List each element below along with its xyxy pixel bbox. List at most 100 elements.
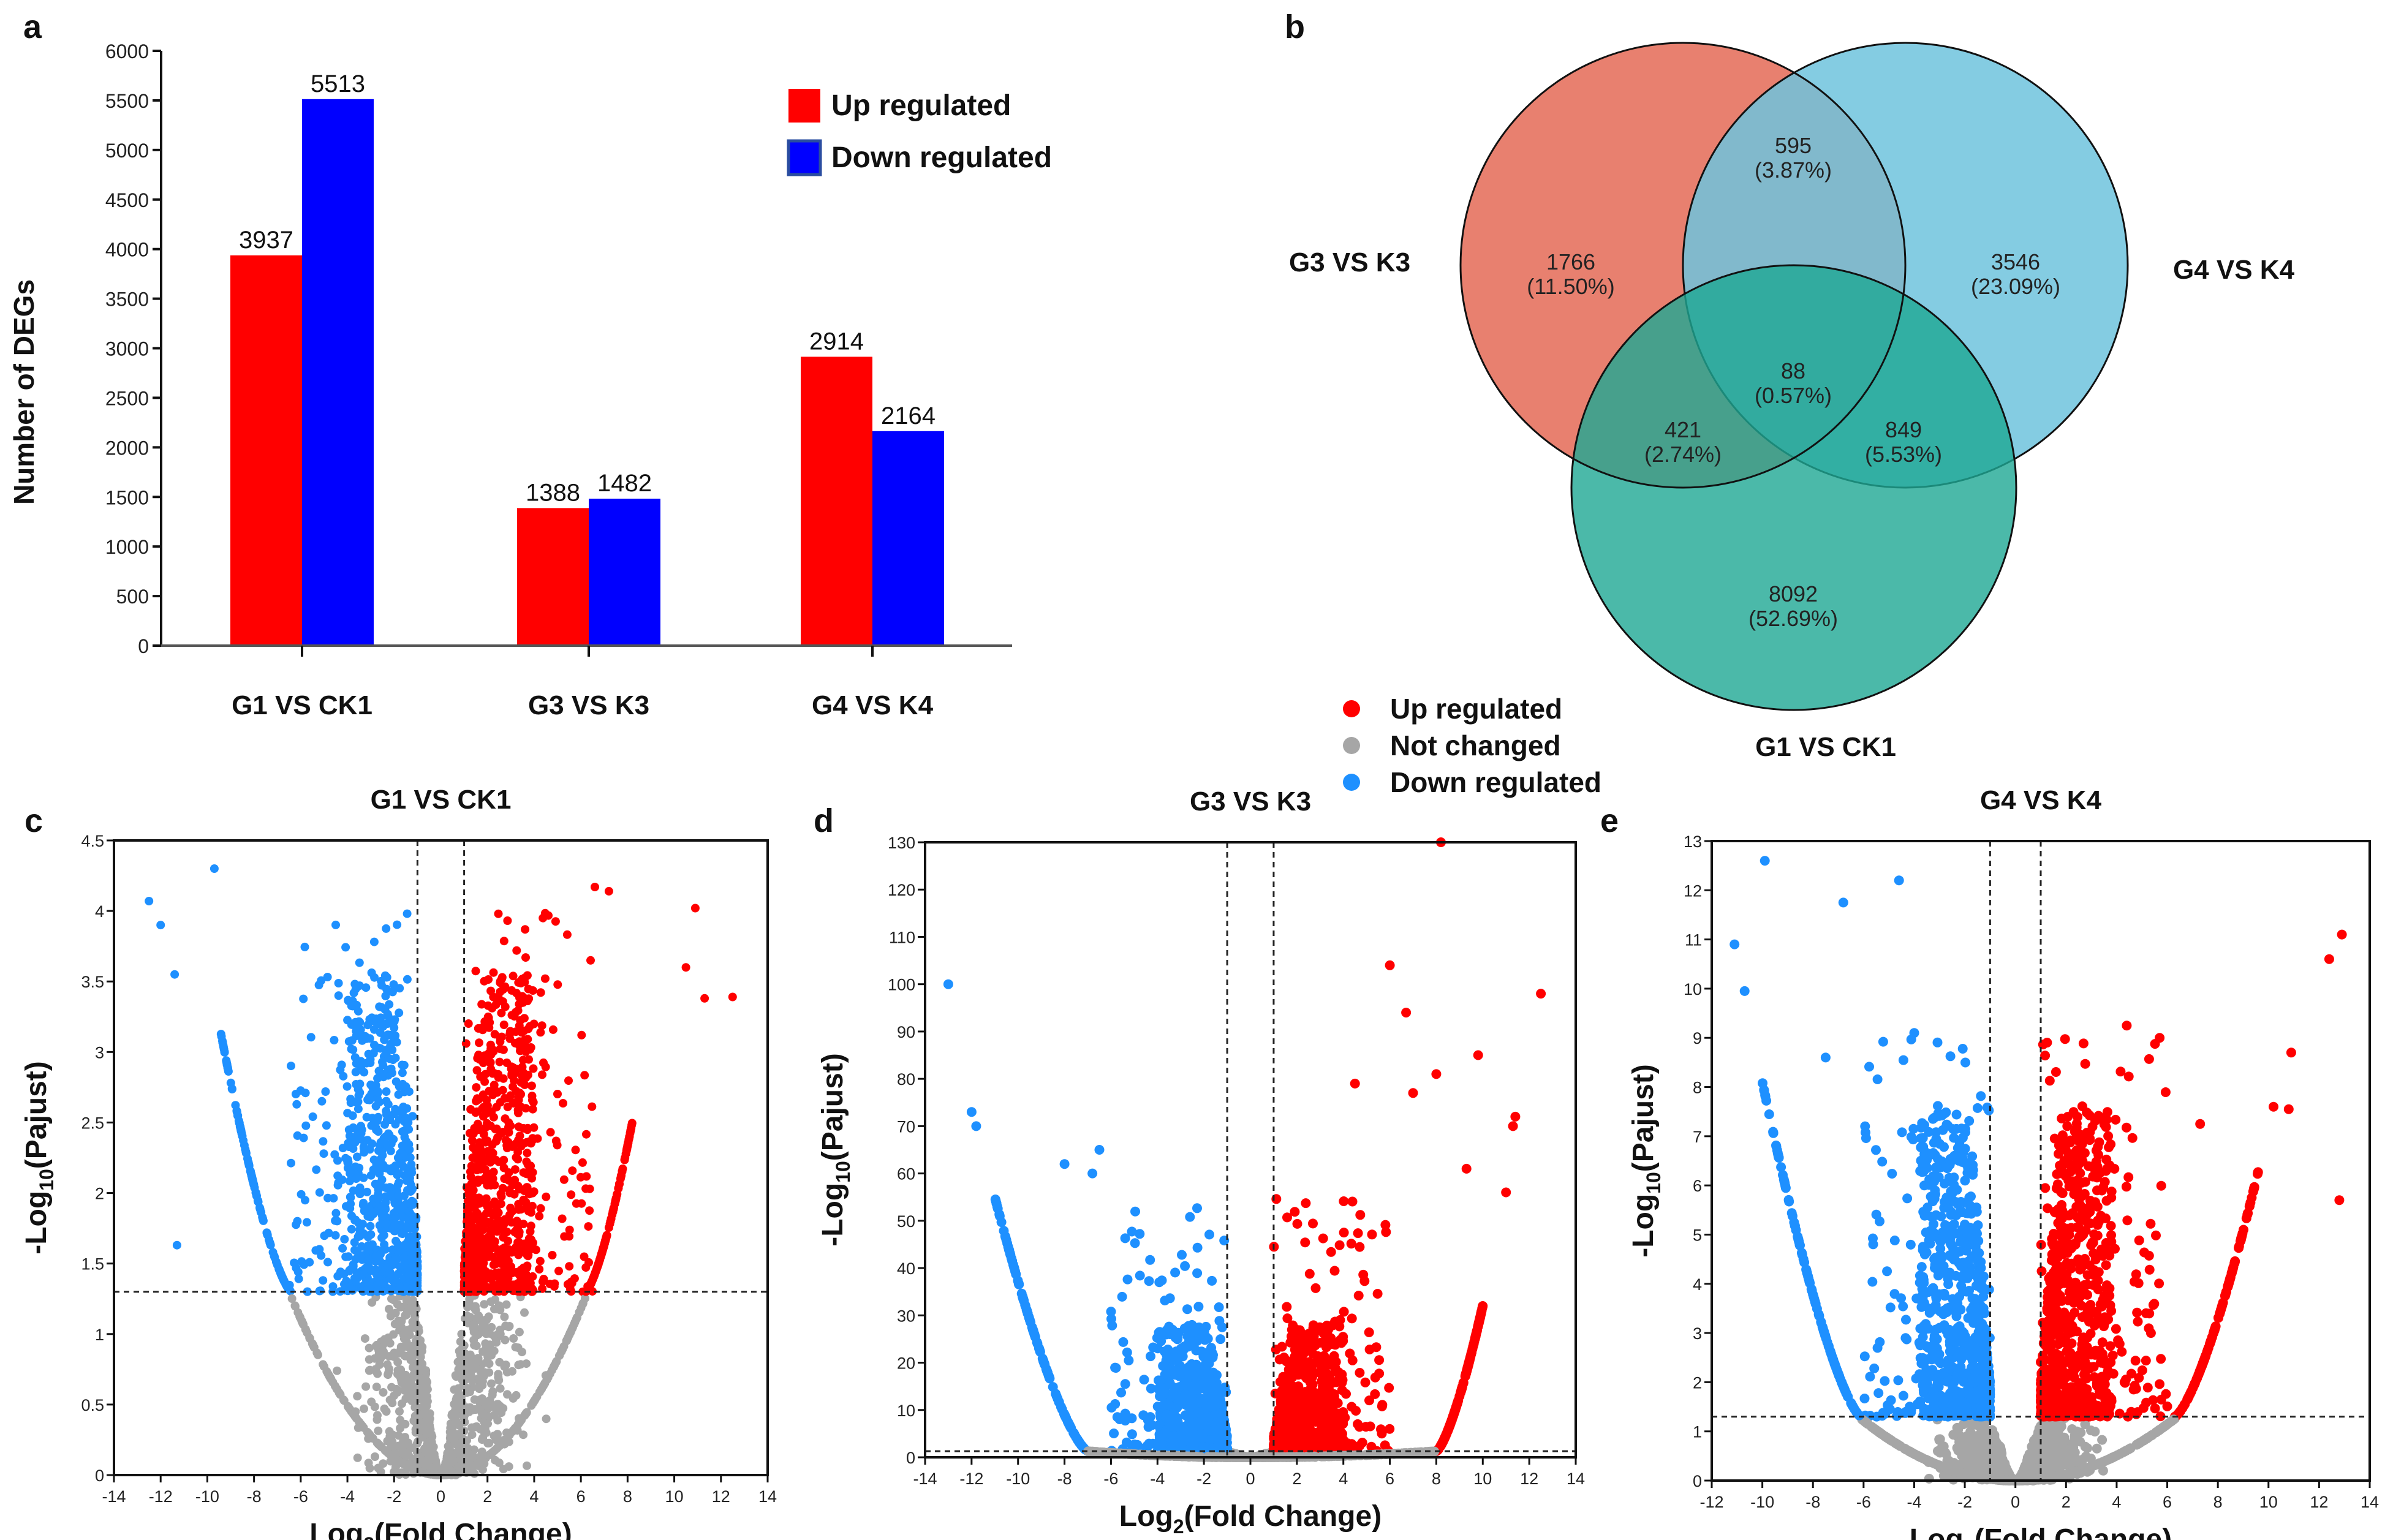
- point-not-changed: [353, 1453, 362, 1462]
- point-not-changed: [520, 1411, 529, 1420]
- point-down-regulated: [1110, 1399, 1121, 1409]
- point-up-regulated: [728, 992, 737, 1002]
- point-up-regulated: [589, 1272, 599, 1281]
- point-up-regulated: [499, 937, 508, 946]
- point-down-regulated: [394, 1191, 403, 1200]
- legend-swatch-down: [787, 139, 822, 176]
- y-axis-label-rest: (Pajust): [20, 1061, 53, 1169]
- bar-value-label: 2164: [881, 402, 936, 429]
- point-not-changed: [508, 1367, 516, 1376]
- point-not-changed: [512, 1391, 521, 1400]
- venn-region-count: 421: [1665, 417, 1701, 442]
- point-up-regulated: [488, 1227, 497, 1236]
- y-tick-label: 0: [95, 1466, 104, 1485]
- point-up-regulated: [609, 1203, 618, 1212]
- point-up-regulated: [486, 1158, 495, 1167]
- point-down-regulated: [322, 1121, 331, 1130]
- point-up-regulated: [523, 1149, 532, 1158]
- point-up-regulated: [528, 986, 537, 995]
- point-not-changed: [361, 1382, 371, 1391]
- point-down-regulated: [1176, 1394, 1186, 1405]
- point-up-regulated: [559, 1175, 569, 1184]
- point-not-changed: [566, 1328, 575, 1337]
- point-not-changed: [493, 1416, 502, 1425]
- point-not-changed: [404, 1451, 413, 1460]
- point-down-regulated: [345, 1177, 354, 1185]
- point-up-regulated: [553, 980, 562, 989]
- point-down-regulated: [299, 1133, 308, 1142]
- point-down-regulated: [355, 1079, 365, 1089]
- point-down-regulated: [405, 1145, 414, 1154]
- point-not-changed: [391, 1308, 400, 1318]
- point-down-regulated: [355, 1231, 364, 1239]
- venn-label-g1-vs-ck1: G1 VS CK1: [1755, 732, 1896, 762]
- point-not-changed: [420, 1427, 429, 1436]
- point-down-regulated: [1127, 1226, 1137, 1237]
- point-not-changed: [365, 1430, 374, 1439]
- point-not-changed: [455, 1391, 464, 1399]
- point-up-regulated: [535, 1256, 545, 1266]
- point-down-regulated: [1139, 1375, 1149, 1385]
- point-down-regulated: [319, 1276, 328, 1285]
- point-down-regulated: [345, 1131, 354, 1141]
- point-not-changed: [409, 1370, 418, 1378]
- point-down-regulated: [398, 1229, 407, 1239]
- venn-region-percent: (2.74%): [1644, 442, 1722, 467]
- point-down-regulated: [341, 943, 350, 952]
- point-not-changed: [480, 1427, 489, 1436]
- point-not-changed: [516, 1360, 525, 1369]
- point-down-regulated: [334, 979, 343, 987]
- point-down-regulated: [401, 1240, 410, 1249]
- point-up-regulated: [568, 1166, 577, 1176]
- point-up-regulated: [496, 1037, 505, 1046]
- point-down-regulated: [407, 1160, 416, 1169]
- point-not-changed: [456, 1451, 465, 1460]
- point-down-regulated: [395, 1008, 404, 1017]
- point-down-regulated: [311, 1246, 320, 1255]
- point-down-regulated: [350, 1138, 360, 1147]
- point-down-regulated: [352, 1247, 361, 1256]
- point-down-regulated: [380, 1005, 390, 1014]
- point-down-regulated: [306, 1033, 316, 1042]
- point-down-regulated: [1127, 1429, 1137, 1440]
- point-up-regulated: [496, 1044, 505, 1054]
- point-down-regulated: [331, 1231, 340, 1240]
- point-down-regulated: [360, 1148, 369, 1157]
- point-down-regulated: [378, 1057, 387, 1066]
- point-not-changed: [360, 1404, 368, 1413]
- point-up-regulated: [582, 1172, 591, 1181]
- point-not-changed: [562, 1337, 571, 1346]
- point-down-regulated: [403, 1223, 412, 1232]
- point-up-regulated: [464, 1019, 473, 1028]
- point-down-regulated: [371, 1101, 380, 1111]
- point-down-regulated: [374, 1146, 383, 1155]
- point-not-changed: [374, 1440, 384, 1449]
- x-tick-label: 2: [483, 1487, 492, 1506]
- point-down-regulated: [350, 1238, 359, 1247]
- y-tick-label: 3500: [105, 289, 149, 311]
- venn-region-percent: (23.09%): [1971, 274, 2060, 299]
- point-down-regulated: [355, 1190, 365, 1199]
- point-not-changed: [490, 1331, 499, 1340]
- point-not-changed: [312, 1348, 322, 1357]
- point-up-regulated: [515, 1021, 524, 1030]
- point-down-regulated: [391, 1054, 400, 1063]
- point-down-regulated: [382, 924, 391, 933]
- point-up-regulated: [486, 1050, 496, 1059]
- point-not-changed: [401, 1351, 410, 1361]
- venn-region-percent: (11.50%): [1527, 274, 1614, 299]
- point-up-regulated: [514, 1205, 523, 1214]
- point-not-changed: [383, 1436, 392, 1446]
- point-down-regulated: [399, 1253, 409, 1262]
- point-up-regulated: [466, 1230, 475, 1239]
- point-up-regulated: [591, 883, 599, 891]
- point-not-changed: [385, 1395, 395, 1405]
- point-up-regulated: [465, 1128, 474, 1138]
- point-down-regulated: [1157, 1275, 1167, 1286]
- venn-region-count: 1766: [1546, 249, 1595, 274]
- point-up-regulated: [536, 1204, 545, 1213]
- point-not-changed: [487, 1323, 496, 1332]
- point-not-changed: [390, 1454, 399, 1463]
- point-down-regulated: [1160, 1400, 1170, 1411]
- point-down-regulated: [1220, 1386, 1230, 1397]
